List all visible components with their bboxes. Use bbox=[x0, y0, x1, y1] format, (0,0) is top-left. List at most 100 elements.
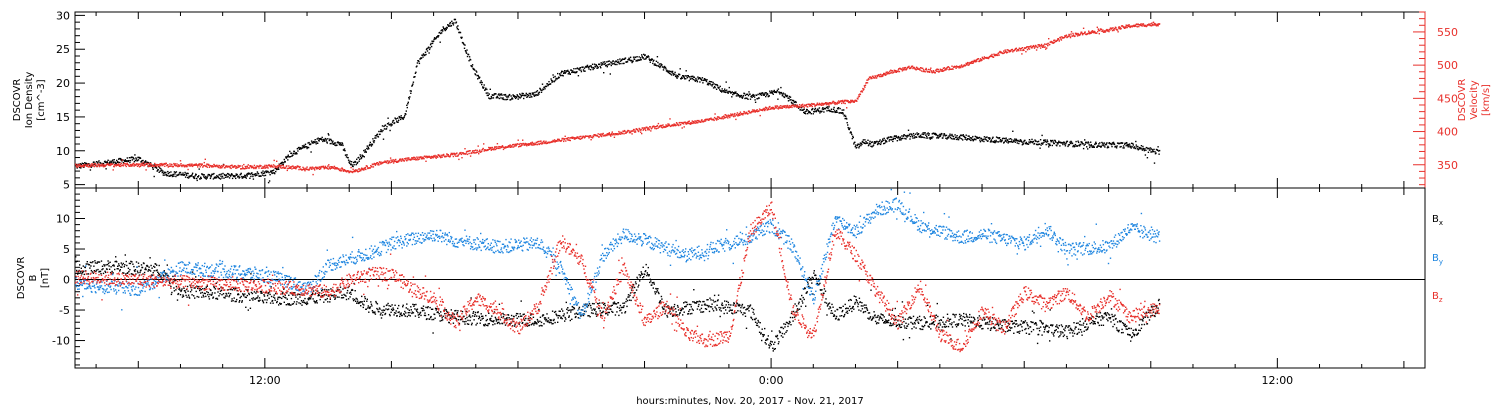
ion-density-series-point bbox=[1043, 139, 1045, 141]
ion-density-series-point bbox=[643, 53, 645, 56]
ion-density-series-point bbox=[464, 44, 466, 46]
density-axis-title: DSCOVR Ion Density [cm^-3] bbox=[12, 72, 47, 129]
ion-density-series-point bbox=[490, 96, 492, 98]
ion-density-series-point bbox=[782, 92, 785, 94]
ion-density-series-point bbox=[1127, 146, 1129, 148]
velocity-series-point bbox=[189, 165, 192, 167]
velocity-series-point bbox=[199, 166, 201, 168]
ion-density-series-point bbox=[310, 140, 313, 142]
ion-density-series-point bbox=[744, 97, 746, 100]
velocity-series-point bbox=[500, 146, 503, 149]
velocity-series-point bbox=[515, 144, 518, 146]
ion-density-series-point bbox=[897, 135, 900, 138]
velocity-series-point bbox=[1032, 44, 1035, 47]
velocity-series-point bbox=[643, 128, 645, 131]
ion-density-series-point bbox=[411, 84, 414, 86]
velocity-series-point bbox=[153, 165, 155, 168]
ion-density-series-point bbox=[168, 171, 171, 174]
bx-series-point bbox=[111, 270, 113, 273]
bx-series-point bbox=[92, 272, 95, 274]
velocity-series-point bbox=[83, 164, 85, 166]
bx-series-point bbox=[80, 270, 82, 273]
ion-density-series-point bbox=[859, 142, 862, 144]
velocity-series-point bbox=[1147, 24, 1150, 26]
ion-density-series-point bbox=[493, 94, 495, 96]
velocity-series-point bbox=[466, 150, 468, 153]
velocity-series-point bbox=[1133, 24, 1135, 27]
ion-density-series-point bbox=[540, 91, 543, 93]
velocity-series-point bbox=[975, 61, 977, 63]
velocity-series-point bbox=[289, 166, 291, 169]
ion-density-series-point bbox=[846, 122, 848, 124]
ion-density-series-point bbox=[472, 67, 474, 70]
ion-density-series-point bbox=[686, 75, 688, 77]
ion-density-series-point bbox=[359, 158, 361, 160]
ion-density-series-point bbox=[1141, 148, 1143, 150]
ion-density-series-point bbox=[621, 58, 624, 60]
ion-density-series-point bbox=[234, 176, 236, 178]
ion-density-series-point bbox=[645, 57, 647, 59]
bx-series-point bbox=[114, 268, 116, 271]
ion-density-series-point bbox=[804, 112, 806, 114]
bx-series-point bbox=[155, 263, 157, 265]
velocity-series-point bbox=[77, 166, 79, 168]
ion-density-series-point bbox=[872, 144, 875, 146]
ion-density-series-point bbox=[219, 173, 221, 176]
velocity-series-point bbox=[1004, 51, 1006, 54]
ion-density-series-point bbox=[1098, 145, 1100, 147]
velocity-series-point bbox=[493, 149, 495, 151]
velocity-series-point bbox=[289, 167, 292, 169]
velocity-series-point bbox=[449, 155, 451, 157]
velocity-axis-title-line3: [km/s] bbox=[1481, 84, 1492, 116]
ion-density-series-point bbox=[365, 151, 367, 153]
velocity-series-point bbox=[540, 140, 542, 142]
ion-density-series-point bbox=[102, 162, 105, 165]
ion-density-series-point bbox=[457, 25, 459, 27]
velocity-series-point bbox=[1128, 24, 1130, 26]
velocity-series-point bbox=[170, 165, 172, 167]
ion-density-series-point bbox=[601, 64, 603, 66]
velocity-series-point bbox=[890, 72, 892, 74]
velocity-series-point bbox=[797, 105, 799, 108]
ion-density-series-point bbox=[549, 83, 552, 85]
ion-density-series-point bbox=[603, 72, 605, 74]
velocity-series-point bbox=[482, 148, 484, 150]
ion-density-series-point bbox=[294, 153, 296, 155]
bx-series-point bbox=[143, 262, 145, 265]
bx-series-point bbox=[291, 293, 293, 295]
velocity-series-point bbox=[1117, 31, 1119, 33]
ion-density-series-point bbox=[653, 64, 655, 66]
velocity-series-point bbox=[636, 129, 639, 131]
velocity-series-point bbox=[739, 111, 742, 113]
ion-density-series-point bbox=[906, 136, 908, 138]
bx-series-point bbox=[122, 262, 124, 265]
bx-series-point bbox=[273, 294, 275, 296]
ion-density-series-point bbox=[327, 133, 329, 135]
velocity-series-point bbox=[997, 52, 1000, 54]
bx-series-point bbox=[89, 267, 91, 269]
velocity-series-point bbox=[280, 165, 282, 167]
velocity-series-point bbox=[360, 169, 362, 171]
velocity-series-point bbox=[704, 120, 707, 122]
ion-density-series-point bbox=[476, 74, 478, 77]
velocity-series-point bbox=[513, 143, 515, 146]
ion-density-series-point bbox=[752, 93, 754, 96]
ion-density-series-point bbox=[1148, 147, 1150, 149]
ion-density-series-point bbox=[948, 135, 951, 137]
ion-density-series-point bbox=[1126, 142, 1128, 144]
ion-density-series-point bbox=[321, 136, 323, 139]
ion-density-series-point bbox=[924, 132, 926, 134]
velocity-series-point bbox=[718, 116, 720, 119]
ion-density-series-point bbox=[705, 80, 708, 83]
bx-series-point bbox=[115, 256, 117, 258]
ion-density-series-point bbox=[695, 77, 697, 80]
velocity-series-point bbox=[695, 120, 697, 122]
velocity-series-point bbox=[457, 154, 460, 156]
velocity-series-point bbox=[544, 141, 547, 144]
velocity-series-point bbox=[750, 112, 752, 114]
ion-density-series-point bbox=[99, 162, 102, 164]
ion-density-series-point bbox=[227, 173, 230, 175]
ion-density-series-point bbox=[642, 57, 644, 59]
ion-density-series-point bbox=[497, 97, 499, 99]
ion-density-series-point bbox=[641, 54, 643, 56]
